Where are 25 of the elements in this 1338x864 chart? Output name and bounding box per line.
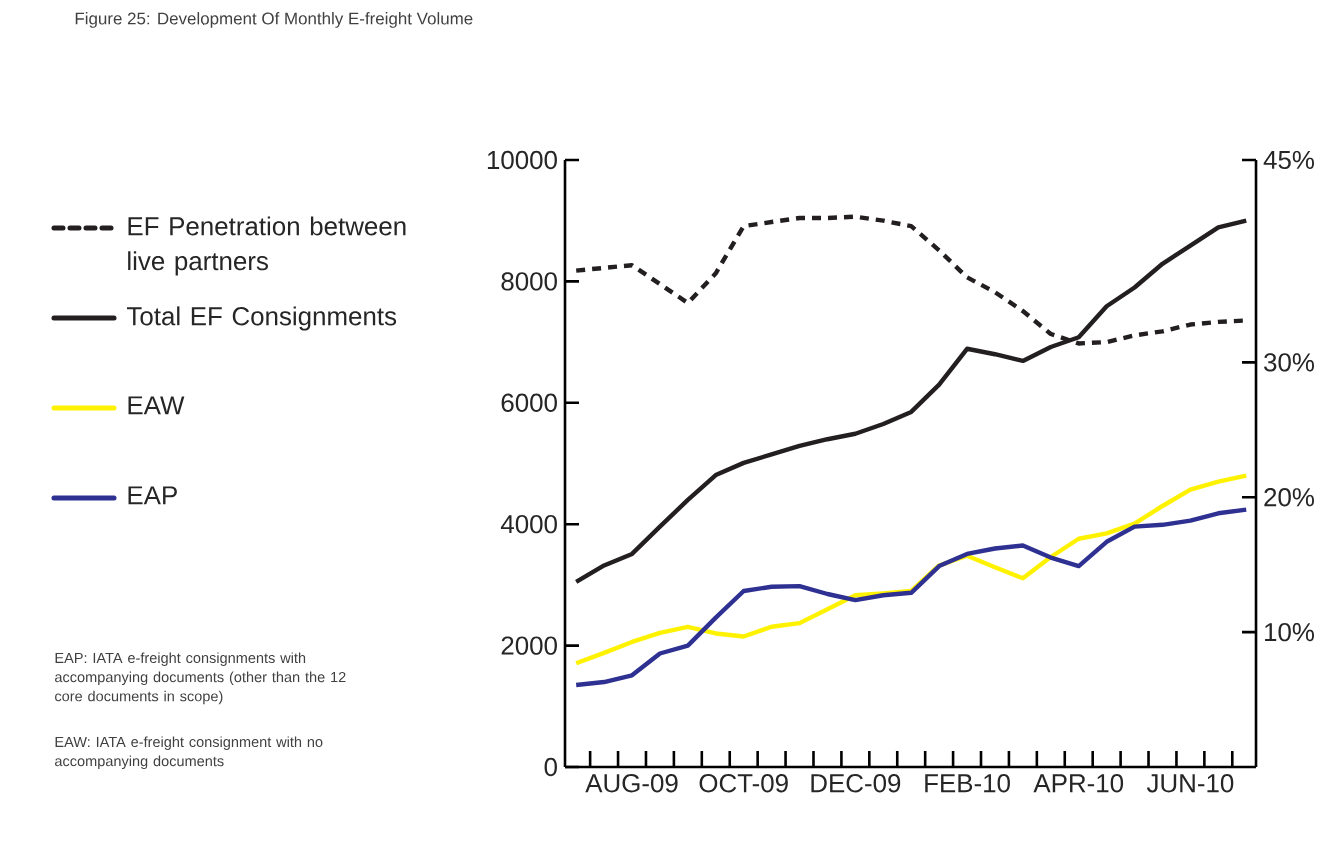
y-tick-label: 10000: [487, 150, 557, 170]
y2-tick-label: 30%: [1264, 353, 1314, 372]
y-tick-label: 6000: [501, 393, 557, 412]
line-series: [573, 507, 1249, 688]
y2-tick-label: 10%: [1265, 622, 1314, 642]
x-tick-label: APR-10: [1033, 774, 1124, 793]
y2-tick-label: 20%: [1264, 488, 1314, 507]
y-tick-label: 4000: [500, 515, 557, 534]
text: Figure 25: Development Of Monthly E-freight Volume: [75, 12, 473, 28]
x-tick-label: JUN-10: [1146, 774, 1234, 793]
x-tick-label: AUG-09: [585, 774, 678, 793]
y-tick-label: 0: [544, 757, 557, 777]
y-tick-label: 2000: [501, 636, 557, 655]
line-series: [573, 218, 1249, 585]
x-tick-label: DEC-09: [811, 774, 901, 793]
legend-label: EAP: [128, 486, 177, 505]
y2-tick-label: 45%: [1263, 150, 1314, 170]
x-tick-label: OCT-09: [699, 774, 788, 793]
text: EAW: IATA e-freight consignment with no accompanying documents: [55, 736, 323, 770]
legend-label: EF Penetration between live partners: [128, 216, 406, 276]
legend-label: Total EF Consignments: [126, 306, 397, 331]
legend-label: EAW: [128, 396, 185, 415]
text: EAP: IATA e-freight consignments with accompanying documents (other than the 12 core documents in scope): [55, 652, 346, 705]
x-tick-label: FEB-10: [925, 774, 1010, 793]
y-tick-label: 8000: [501, 272, 557, 291]
